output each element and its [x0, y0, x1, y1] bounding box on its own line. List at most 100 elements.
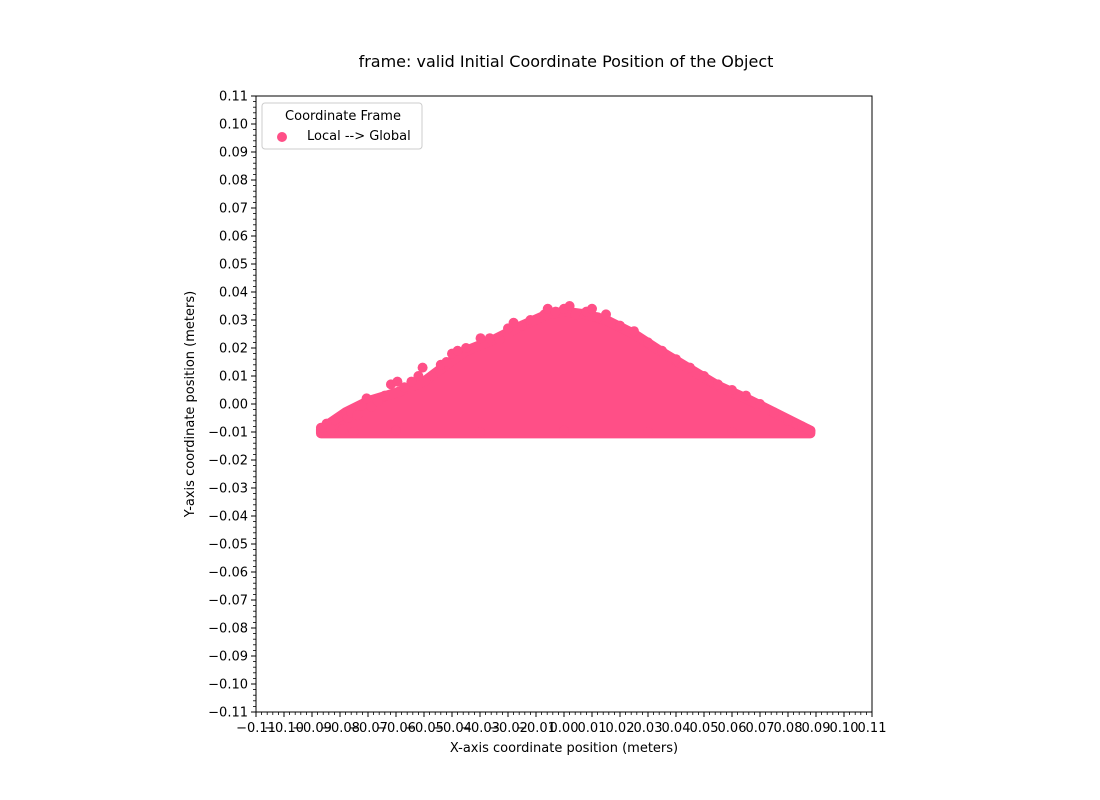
scatter-points-layer	[315, 301, 816, 437]
scatter-point	[427, 371, 438, 381]
scatter-point	[769, 407, 779, 418]
scatter-point	[643, 337, 653, 348]
x-tick-label: 0.07	[746, 721, 775, 736]
y-tick-label: −0.01	[208, 426, 248, 441]
y-tick-label: 0.00	[219, 398, 248, 413]
legend-marker	[277, 132, 287, 142]
scatter-point	[348, 427, 359, 437]
legend-entry-label: Local --> Global	[307, 129, 411, 144]
scatter-point	[406, 376, 417, 387]
legend: Coordinate Frame Local --> Global	[261, 102, 423, 150]
scatter-point	[372, 396, 383, 407]
scatter-point	[441, 357, 452, 367]
scatter-point	[391, 425, 401, 436]
y-tick-label: −0.03	[208, 482, 248, 497]
scatter-point	[657, 345, 667, 356]
x-tick-label: −0.05	[404, 721, 444, 736]
scatter-point	[699, 371, 709, 381]
y-tick-label: 0.07	[219, 202, 248, 217]
y-tick-label: −0.08	[208, 622, 248, 637]
scatter-point	[755, 399, 765, 409]
chart-title: frame: valid Initial Coordinate Position…	[359, 52, 774, 71]
x-tick-label: 0.06	[718, 721, 747, 736]
scatter-point	[361, 393, 372, 404]
y-tick-label: 0.06	[219, 230, 248, 245]
x-tick-label: 0.09	[802, 721, 831, 736]
x-tick-label: 0.03	[634, 721, 663, 736]
x-tick-label: −0.01	[516, 721, 556, 736]
scatter-point	[392, 376, 403, 387]
scatter-point	[550, 306, 561, 317]
scatter-point	[741, 390, 751, 401]
scatter-point	[484, 333, 495, 344]
y-tick-label: 0.10	[219, 118, 248, 133]
x-tick-label: 0.08	[774, 721, 803, 736]
y-tick-label: 0.04	[219, 286, 248, 301]
y-tick-label: 0.02	[219, 342, 248, 357]
y-tick-label: 0.11	[219, 90, 248, 105]
legend-box	[261, 102, 423, 150]
x-tick-label: 0.01	[578, 721, 607, 736]
scatter-point	[366, 401, 377, 412]
x-tick-label: −0.02	[488, 721, 528, 736]
scatter-point	[671, 354, 681, 365]
x-tick-label: −0.10	[264, 721, 304, 736]
scatter-point	[564, 301, 575, 311]
scatter-point	[475, 333, 486, 344]
y-tick-label: −0.04	[208, 510, 248, 525]
x-tick-label: −0.09	[292, 721, 332, 736]
scatter-point	[475, 427, 485, 437]
scatter-point	[592, 312, 603, 323]
scatter-point	[337, 424, 348, 435]
scatter-point	[413, 371, 424, 381]
scatter-point	[601, 309, 611, 320]
scatter-point	[685, 362, 695, 373]
scatter-point	[643, 427, 653, 437]
x-tick-label: 0.02	[606, 721, 635, 736]
y-tick-label: 0.05	[219, 258, 248, 273]
y-tick-label: −0.11	[208, 706, 248, 721]
scatter-point	[452, 345, 463, 356]
scatter-point	[570, 309, 581, 320]
scatter-point	[713, 379, 723, 390]
y-tick-label: −0.09	[208, 650, 248, 665]
y-tick-label: −0.07	[208, 594, 248, 609]
scatter-point	[399, 382, 410, 393]
scatter-point	[356, 400, 367, 411]
scatter-point	[326, 424, 337, 435]
y-axis-label: Y-axis coordinate position (meters)	[183, 291, 198, 518]
scatter-point	[802, 424, 813, 435]
scatter-point	[559, 425, 569, 436]
scatter-point	[525, 315, 536, 325]
y-tick-label: −0.10	[208, 678, 248, 693]
x-tick-label: 0.00	[550, 721, 579, 736]
scatter-point	[587, 303, 597, 314]
scatter-point	[615, 320, 625, 331]
scatter-point	[379, 390, 390, 401]
scatter-point	[727, 427, 737, 437]
y-tick-label: 0.08	[219, 174, 248, 189]
x-tick-label: 0.10	[830, 721, 859, 736]
y-tick-label: 0.09	[219, 146, 248, 161]
scatter-point	[629, 326, 639, 337]
y-tick-label: −0.02	[208, 454, 248, 469]
legend-title: Coordinate Frame	[285, 109, 401, 124]
scatter-point	[517, 320, 527, 331]
x-tick-label: −0.11	[236, 721, 276, 736]
y-tick-label: −0.06	[208, 566, 248, 581]
scatter-point	[783, 415, 793, 426]
x-tick-label: 0.05	[690, 721, 719, 736]
x-tick-label: 0.11	[858, 721, 887, 736]
scatter-point	[352, 410, 363, 421]
x-axis-label: X-axis coordinate position (meters)	[450, 741, 678, 756]
y-tick-label: 0.03	[219, 314, 248, 329]
y-tick-label: 0.01	[219, 370, 248, 385]
x-axis-ticks: −0.11−0.10−0.09−0.08−0.07−0.06−0.05−0.04…	[236, 712, 886, 736]
x-tick-label: 0.04	[662, 721, 691, 736]
scatter-point	[508, 317, 519, 328]
x-tick-label: −0.07	[348, 721, 388, 736]
scatter-point	[542, 303, 553, 314]
x-tick-label: −0.06	[376, 721, 416, 736]
x-tick-label: −0.04	[432, 721, 472, 736]
